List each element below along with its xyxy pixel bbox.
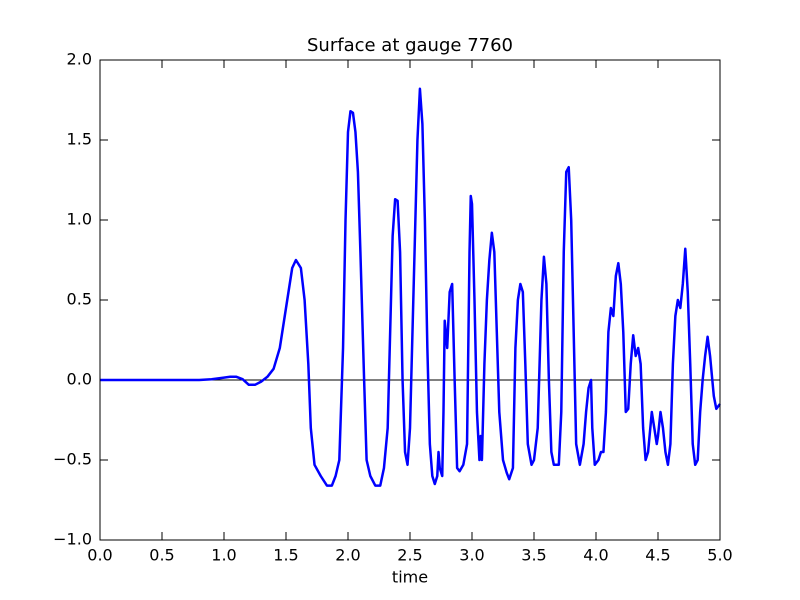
x-tick-label: 2.0 — [335, 546, 360, 565]
y-tick-label: 0.0 — [67, 370, 92, 389]
data-line — [100, 87, 721, 487]
x-tick-label: 5.0 — [707, 546, 732, 565]
x-tick-label: 0.5 — [149, 546, 174, 565]
x-axis-label: time — [392, 568, 428, 587]
x-tick-label: 4.0 — [583, 546, 608, 565]
y-tick-label: 1.5 — [67, 130, 92, 149]
x-tick-label: 1.0 — [211, 546, 236, 565]
x-tick-label: 3.0 — [459, 546, 484, 565]
y-tick-label: −1.0 — [53, 530, 92, 549]
y-tick-label: −0.5 — [53, 450, 92, 469]
x-tick-label: 4.5 — [645, 546, 670, 565]
plot-frame — [99, 59, 721, 541]
y-tick-label: 1.0 — [67, 210, 92, 229]
x-tick-label: 2.5 — [397, 546, 422, 565]
x-tick-label: 3.5 — [521, 546, 546, 565]
y-tick-label: 0.5 — [67, 290, 92, 309]
chart-title: Surface at gauge 7760 — [307, 35, 513, 56]
y-tick-label: 2.0 — [67, 50, 92, 69]
x-tick-label: 0.0 — [87, 546, 112, 565]
x-tick-label: 1.5 — [273, 546, 298, 565]
